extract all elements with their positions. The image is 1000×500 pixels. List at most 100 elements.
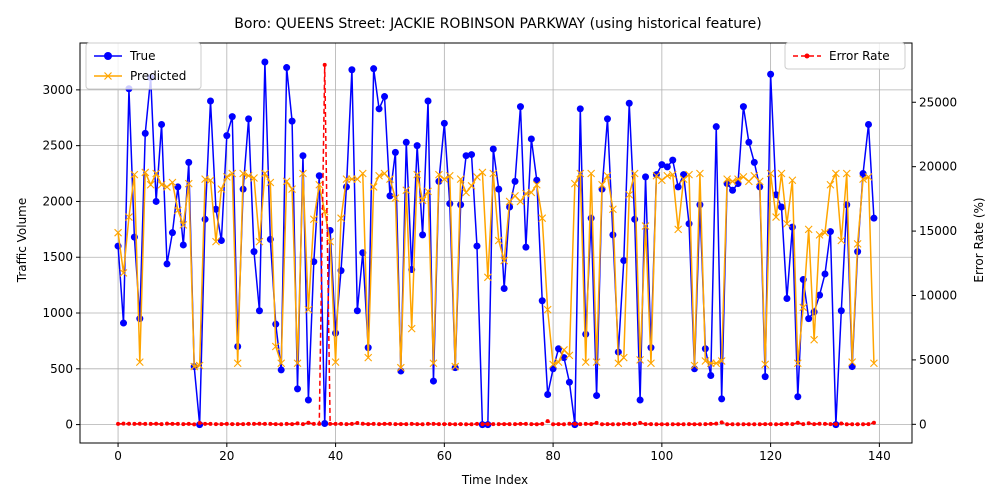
data-point [788,176,797,185]
data-point [679,175,688,184]
data-point [203,421,208,426]
data-point [208,421,213,426]
data-point [241,422,246,427]
data-point [532,180,541,189]
data-point [576,105,584,113]
data-point [777,169,786,178]
data-point [870,214,878,222]
data-point [377,422,382,427]
data-point [184,179,193,188]
data-point [507,422,512,427]
data-point [565,351,574,360]
data-point [491,422,496,427]
series-layer [114,58,878,429]
data-point [333,421,338,426]
data-point [331,358,340,366]
data-point [299,152,307,160]
data-point [516,103,524,111]
y-tick-label: 2000 [42,194,73,208]
data-point [692,422,697,427]
data-point [815,231,824,239]
data-point [674,183,682,191]
data-point [555,345,563,353]
plot-frame [79,42,913,444]
y-tick-label: 1000 [42,306,73,320]
data-point [810,335,819,344]
data-point [290,422,295,427]
data-point [593,392,601,400]
data-point [534,422,539,427]
data-point [304,396,312,404]
data-point [262,421,267,426]
data-point [734,175,742,184]
data-point [424,97,432,105]
data-point [680,171,688,179]
data-point [299,169,307,178]
data-point [690,361,699,370]
data-point [233,359,242,368]
data-point [473,242,481,250]
series-true [114,58,878,429]
data-point [370,65,378,73]
data-point [245,115,253,123]
data-point [456,175,465,184]
data-point [223,132,231,140]
legend-predicted-marker [104,72,112,80]
data-point [842,169,851,178]
data-point [279,422,284,427]
data-point [126,421,131,426]
data-point [610,422,615,427]
data-point [755,177,764,186]
data-point [136,315,144,323]
data-point [663,163,671,171]
data-point [594,420,599,425]
data-point [154,421,159,426]
data-point [246,421,251,426]
data-point [277,359,286,368]
legend-left: True Predicted [85,42,202,90]
data-point [494,236,503,245]
data-point [572,421,577,426]
data-point [125,213,133,221]
data-point [587,169,596,178]
data-point [212,237,220,246]
y-axis-right: 0 5000 10000 15000 20000 25000 [912,95,957,431]
data-point [447,422,452,427]
data-point [529,422,534,427]
data-point [768,422,773,427]
data-point [360,421,365,426]
data-point [697,422,702,427]
data-point [636,396,644,404]
data-point [777,203,785,211]
data-point [165,421,170,426]
data-point [407,324,416,333]
y2-tick-label: 25000 [919,95,957,109]
x-axis: 0 20 40 60 80 100 120 140 [114,443,891,463]
data-point [228,169,237,178]
data-point [181,422,186,427]
data-point [636,355,644,364]
data-point [812,422,817,427]
data-point [294,385,302,393]
data-point [371,421,376,426]
data-point [554,358,563,366]
data-point [810,308,818,316]
data-point [387,421,392,426]
data-point [197,421,202,426]
data-point [186,421,191,426]
data-point [643,422,648,427]
data-point [366,422,371,427]
data-point [382,421,387,426]
data-point [866,422,871,427]
data-point [513,422,518,427]
data-point [772,191,780,199]
data-point [576,169,585,178]
data-point [652,171,661,180]
data-point [266,178,275,187]
data-point [712,123,720,131]
data-point [871,420,876,425]
data-point [174,183,182,191]
data-point [728,177,737,186]
data-point [135,358,144,366]
data-point [657,176,666,185]
